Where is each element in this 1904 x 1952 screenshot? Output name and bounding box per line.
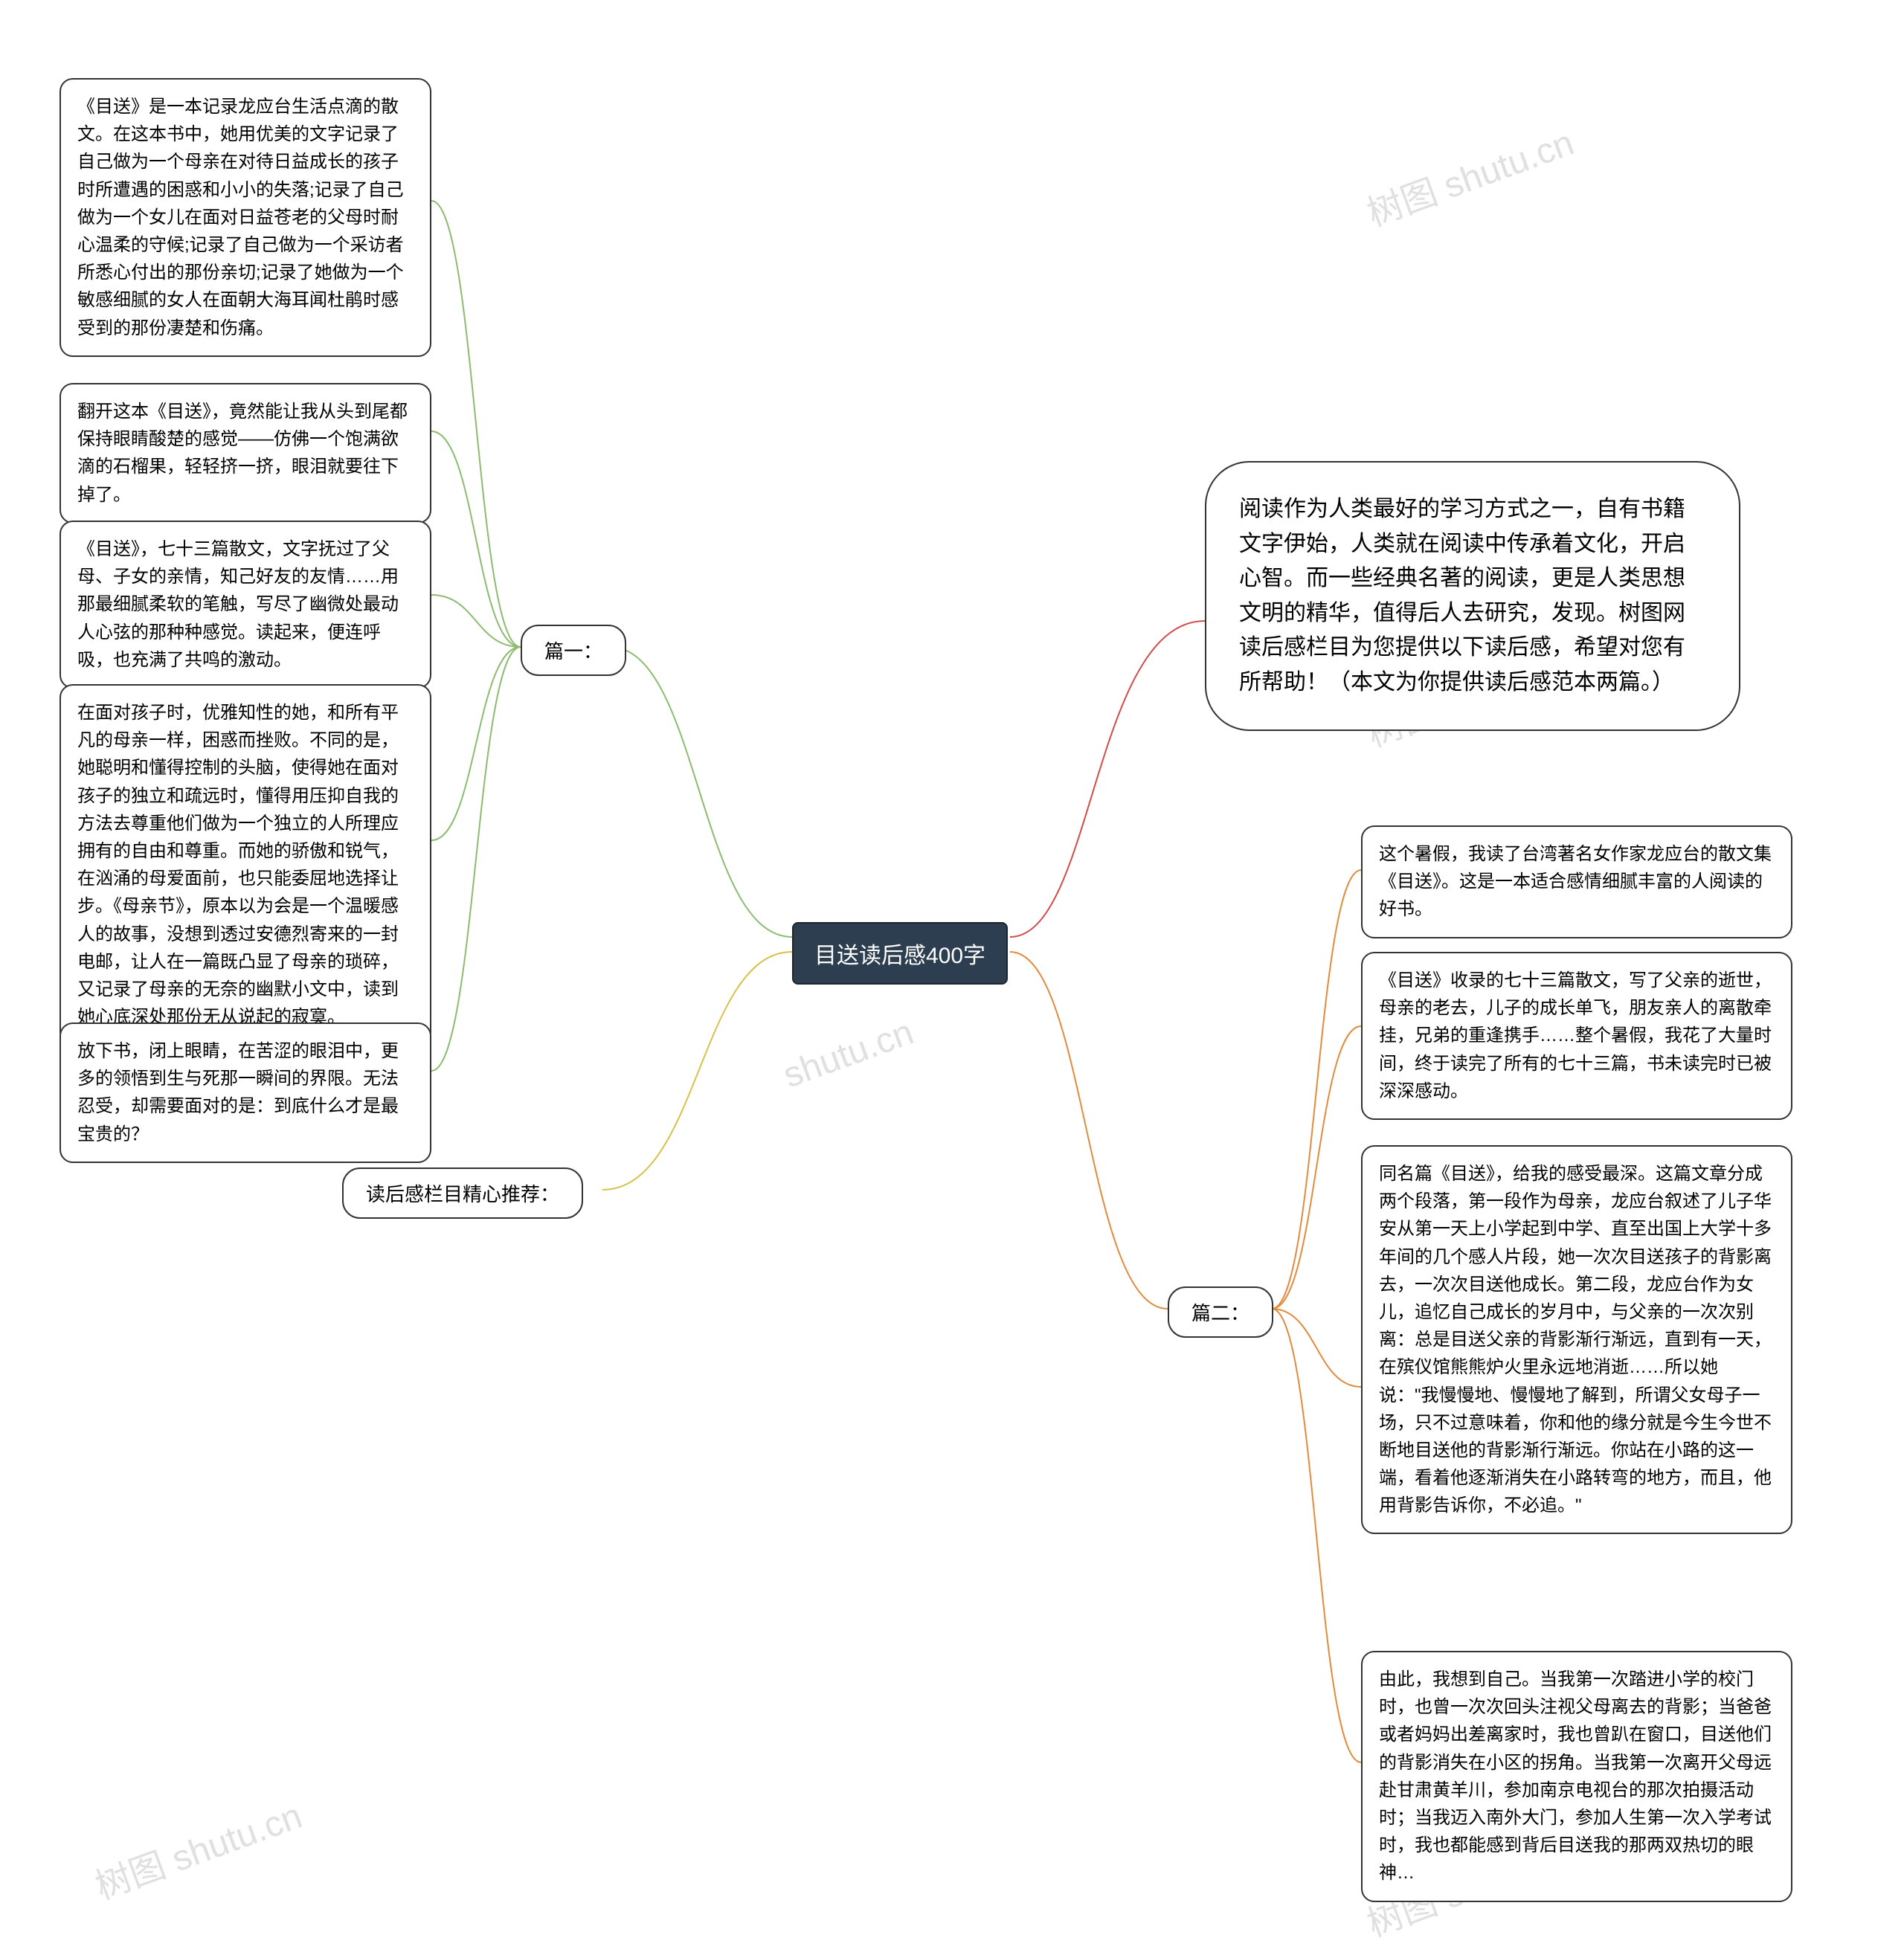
pian1-leaf-0: 《目送》是一本记录龙应台生活点滴的散文。在这本书中，她用优美的文字记录了自己做为… bbox=[60, 78, 431, 357]
center-node: 目送读后感400字 bbox=[792, 922, 1008, 985]
branch-pian2-label: 篇二： bbox=[1191, 1298, 1250, 1326]
intro-text: 阅读作为人类最好的学习方式之一，自有书籍文字伊始，人类就在阅读中传承着文化，开启… bbox=[1239, 497, 1685, 695]
pian1-leaf-1: 翻开这本《目送》，竟然能让我从头到尾都保持眼睛酸楚的感觉——仿佛一个饱满欲滴的石… bbox=[60, 383, 431, 524]
watermark: 树图 shutu.cn bbox=[87, 1786, 308, 1909]
pian2-leaf-1: 《目送》收录的七十三篇散文，写了父亲的逝世，母亲的老去，儿子的成长单飞，朋友亲人… bbox=[1361, 952, 1792, 1120]
pian2-leaf-2: 同名篇《目送》，给我的感受最深。这篇文章分成两个段落，第一段作为母亲，龙应台叙述… bbox=[1361, 1145, 1792, 1534]
pian1-leaf-3-text: 在面对孩子时，优雅知性的她，和所有平凡的母亲一样，困惑而挫败。不同的是，她聪明和… bbox=[77, 703, 399, 1027]
pian2-leaf-0-text: 这个暑假，我读了台湾著名女作家龙应台的散文集《目送》。这是一本适合感情细腻丰富的… bbox=[1379, 844, 1772, 919]
watermark: shutu.cn bbox=[778, 1012, 919, 1097]
pian1-leaf-2-text: 《目送》，七十三篇散文，文字抚过了父母、子女的亲情，知己好友的友情……用那最细腻… bbox=[77, 539, 399, 670]
pian1-leaf-2: 《目送》，七十三篇散文，文字抚过了父母、子女的亲情，知己好友的友情……用那最细腻… bbox=[60, 521, 431, 689]
mindmap-canvas: 树图 shutu.cn 树图 shutu.cn 树图 shutu.cn shut… bbox=[0, 0, 1904, 1952]
intro-node: 阅读作为人类最好的学习方式之一，自有书籍文字伊始，人类就在阅读中传承着文化，开启… bbox=[1205, 461, 1740, 731]
pian1-leaf-0-text: 《目送》是一本记录龙应台生活点滴的散文。在这本书中，她用优美的文字记录了自己做为… bbox=[77, 97, 404, 338]
branch-rec-label: 读后感栏目精心推荐： bbox=[366, 1179, 559, 1207]
branch-pian1-label: 篇一： bbox=[544, 637, 602, 664]
pian2-leaf-0: 这个暑假，我读了台湾著名女作家龙应台的散文集《目送》。这是一本适合感情细腻丰富的… bbox=[1361, 825, 1792, 938]
pian1-leaf-1-text: 翻开这本《目送》，竟然能让我从头到尾都保持眼睛酸楚的感觉——仿佛一个饱满欲滴的石… bbox=[77, 402, 408, 505]
pian1-leaf-4-text: 放下书，闭上眼睛，在苦涩的眼泪中，更多的领悟到生与死那一瞬间的界限。无法忍受，却… bbox=[77, 1041, 399, 1144]
pian1-leaf-3: 在面对孩子时，优雅知性的她，和所有平凡的母亲一样，困惑而挫败。不同的是，她聪明和… bbox=[60, 684, 431, 1046]
pian2-leaf-2-text: 同名篇《目送》，给我的感受最深。这篇文章分成两个段落，第一段作为母亲，龙应台叙述… bbox=[1379, 1164, 1772, 1515]
pian2-leaf-1-text: 《目送》收录的七十三篇散文，写了父亲的逝世，母亲的老去，儿子的成长单飞，朋友亲人… bbox=[1379, 970, 1772, 1101]
pian2-leaf-3-text: 由此，我想到自己。当我第一次踏进小学的校门时，也曾一次次回头注视父母离去的背影；… bbox=[1379, 1669, 1772, 1883]
watermark: 树图 shutu.cn bbox=[1359, 113, 1580, 236]
pian1-leaf-4: 放下书，闭上眼睛，在苦涩的眼泪中，更多的领悟到生与死那一瞬间的界限。无法忍受，却… bbox=[60, 1022, 431, 1163]
branch-pian2: 篇二： bbox=[1168, 1286, 1273, 1338]
center-label: 目送读后感400字 bbox=[814, 937, 985, 970]
branch-pian1: 篇一： bbox=[521, 625, 626, 676]
pian2-leaf-3: 由此，我想到自己。当我第一次踏进小学的校门时，也曾一次次回头注视父母离去的背影；… bbox=[1361, 1651, 1792, 1902]
branch-rec: 读后感栏目精心推荐： bbox=[342, 1167, 583, 1219]
